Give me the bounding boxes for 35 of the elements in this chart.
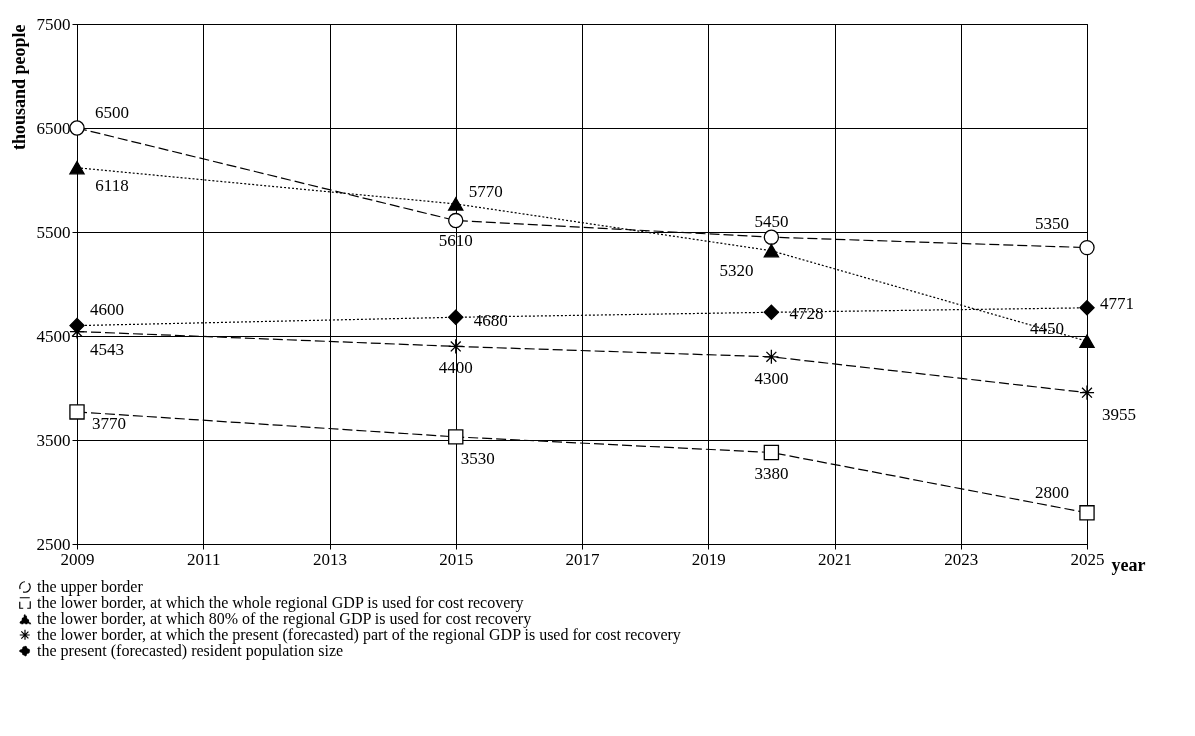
data-label: 4300 bbox=[754, 368, 789, 388]
data-label: 3380 bbox=[754, 464, 789, 484]
legend-label: the present (forecasted) resident population size bbox=[37, 642, 344, 660]
data-label: 4543 bbox=[90, 339, 124, 359]
data-label: 4771 bbox=[1100, 293, 1134, 313]
data-label: 6118 bbox=[95, 175, 129, 195]
data-label: 5350 bbox=[1035, 213, 1069, 233]
data-label: 4600 bbox=[90, 299, 124, 319]
data-label: 5450 bbox=[754, 212, 789, 232]
y-tick-label: 5500 bbox=[36, 222, 71, 242]
data-label: 4680 bbox=[473, 311, 508, 331]
x-axis-title: year bbox=[1111, 554, 1146, 575]
x-tick-label: 2013 bbox=[313, 549, 347, 569]
data-label: 5770 bbox=[468, 181, 503, 201]
legend-label: the upper border bbox=[37, 578, 144, 596]
y-tick-label: 4500 bbox=[36, 326, 71, 346]
y-axis-title: thousand people bbox=[8, 24, 29, 151]
data-label: 4728 bbox=[789, 304, 824, 324]
data-label: 3770 bbox=[92, 413, 126, 433]
x-tick-label: 2011 bbox=[187, 549, 221, 569]
data-label: 3530 bbox=[460, 448, 495, 468]
y-tick-label: 7500 bbox=[36, 14, 71, 34]
data-label: 5320 bbox=[719, 260, 754, 280]
x-tick-label: 2023 bbox=[944, 549, 979, 569]
data-label: 6500 bbox=[95, 103, 129, 122]
data-label: 3955 bbox=[1102, 404, 1136, 424]
x-tick-label: 2015 bbox=[439, 549, 474, 569]
x-tick-label: 2019 bbox=[691, 549, 726, 569]
y-tick-label: 6500 bbox=[36, 118, 71, 138]
x-tick-label: 2021 bbox=[818, 549, 852, 569]
legend-label: the lower border, at which the whole regional GDP is used for cost recovery bbox=[37, 594, 524, 612]
x-tick-label: 2025 bbox=[1070, 549, 1105, 569]
x-tick-label: 2017 bbox=[565, 549, 600, 569]
data-label: 2800 bbox=[1035, 482, 1069, 502]
y-tick-label: 3500 bbox=[36, 430, 71, 450]
